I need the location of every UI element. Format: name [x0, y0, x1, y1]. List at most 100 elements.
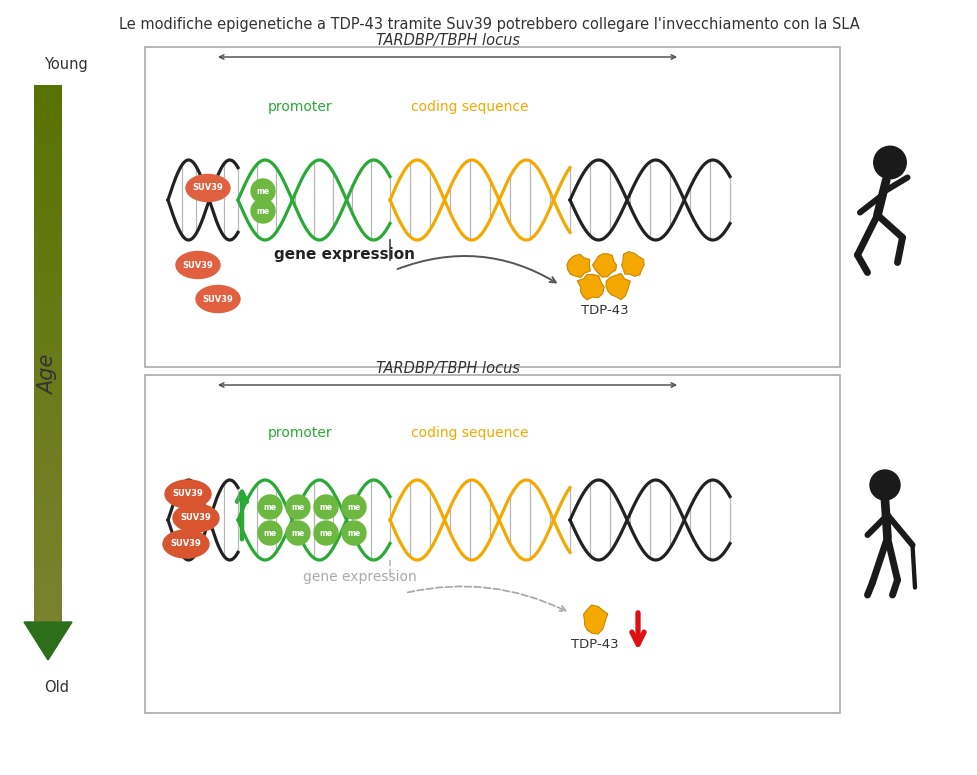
- Bar: [34, 494, 62, 501]
- Text: me: me: [291, 502, 304, 512]
- Bar: [34, 380, 62, 387]
- Text: coding sequence: coding sequence: [411, 100, 529, 114]
- Bar: [34, 508, 62, 515]
- Bar: [34, 198, 62, 206]
- Bar: [34, 608, 62, 615]
- Bar: [34, 460, 62, 467]
- Bar: [34, 185, 62, 192]
- Polygon shape: [567, 254, 590, 277]
- Text: SUV39: SUV39: [183, 260, 213, 270]
- Text: gene expression: gene expression: [275, 247, 415, 263]
- Bar: [34, 253, 62, 260]
- Text: TARDBP/TBPH locus: TARDBP/TBPH locus: [375, 361, 519, 376]
- Bar: [34, 561, 62, 568]
- Circle shape: [258, 495, 281, 519]
- Bar: [34, 588, 62, 595]
- Polygon shape: [621, 252, 644, 277]
- Bar: [34, 393, 62, 401]
- Circle shape: [251, 199, 275, 223]
- Text: SUV39: SUV39: [192, 184, 223, 192]
- Bar: [34, 453, 62, 461]
- Text: me: me: [319, 502, 332, 512]
- Bar: [34, 165, 62, 172]
- Bar: [34, 554, 62, 562]
- Bar: [34, 440, 62, 447]
- Text: TDP-43: TDP-43: [571, 639, 618, 652]
- Text: me: me: [256, 187, 270, 195]
- Text: SUV39: SUV39: [170, 539, 201, 549]
- Bar: [34, 521, 62, 528]
- Bar: [34, 413, 62, 421]
- Text: Old: Old: [44, 680, 69, 694]
- Bar: [34, 226, 62, 232]
- Text: me: me: [263, 529, 276, 538]
- Bar: [34, 219, 62, 226]
- Polygon shape: [576, 274, 604, 300]
- Bar: [34, 594, 62, 602]
- Circle shape: [251, 179, 275, 203]
- Bar: [34, 387, 62, 394]
- Bar: [34, 528, 62, 535]
- Text: me: me: [347, 502, 361, 512]
- Text: me: me: [256, 206, 270, 215]
- Bar: [34, 313, 62, 320]
- Bar: [34, 273, 62, 280]
- Bar: [34, 84, 62, 91]
- Bar: [34, 333, 62, 340]
- Text: TARDBP/TBPH locus: TARDBP/TBPH locus: [375, 33, 519, 48]
- Text: Age: Age: [38, 355, 58, 395]
- Text: SUV39: SUV39: [181, 514, 211, 522]
- Circle shape: [285, 521, 310, 545]
- Text: promoter: promoter: [268, 100, 332, 114]
- Bar: [34, 138, 62, 146]
- Bar: [34, 514, 62, 522]
- Text: gene expression: gene expression: [303, 570, 416, 584]
- Bar: [34, 293, 62, 300]
- Bar: [34, 178, 62, 186]
- Bar: [34, 474, 62, 481]
- Text: me: me: [291, 529, 304, 538]
- Bar: [34, 132, 62, 139]
- Bar: [34, 306, 62, 313]
- Bar: [34, 239, 62, 246]
- Bar: [34, 279, 62, 287]
- Bar: [34, 346, 62, 353]
- Ellipse shape: [173, 504, 219, 532]
- Bar: [34, 232, 62, 239]
- Bar: [34, 541, 62, 548]
- Bar: [34, 581, 62, 588]
- Bar: [34, 112, 62, 119]
- Bar: [34, 105, 62, 112]
- Bar: [34, 266, 62, 273]
- Circle shape: [314, 495, 338, 519]
- Polygon shape: [606, 274, 629, 300]
- Bar: [34, 360, 62, 367]
- Bar: [34, 246, 62, 253]
- Bar: [34, 152, 62, 159]
- Bar: [34, 118, 62, 126]
- Bar: [34, 299, 62, 306]
- Text: TDP-43: TDP-43: [580, 304, 628, 316]
- Bar: [34, 145, 62, 152]
- Text: me: me: [263, 502, 276, 512]
- Circle shape: [342, 495, 365, 519]
- Bar: [34, 192, 62, 199]
- Ellipse shape: [165, 480, 211, 508]
- Polygon shape: [592, 253, 616, 277]
- Polygon shape: [583, 605, 607, 634]
- Bar: [34, 286, 62, 293]
- Bar: [34, 326, 62, 333]
- Bar: [34, 158, 62, 166]
- Ellipse shape: [163, 530, 209, 558]
- Bar: [145, 47, 839, 367]
- Bar: [34, 319, 62, 326]
- Bar: [34, 407, 62, 414]
- Polygon shape: [24, 622, 72, 660]
- Bar: [34, 615, 62, 622]
- Text: me: me: [319, 529, 332, 538]
- Text: Young: Young: [44, 57, 88, 73]
- Bar: [34, 125, 62, 132]
- Ellipse shape: [195, 285, 239, 312]
- Text: me: me: [347, 529, 361, 538]
- Bar: [34, 601, 62, 608]
